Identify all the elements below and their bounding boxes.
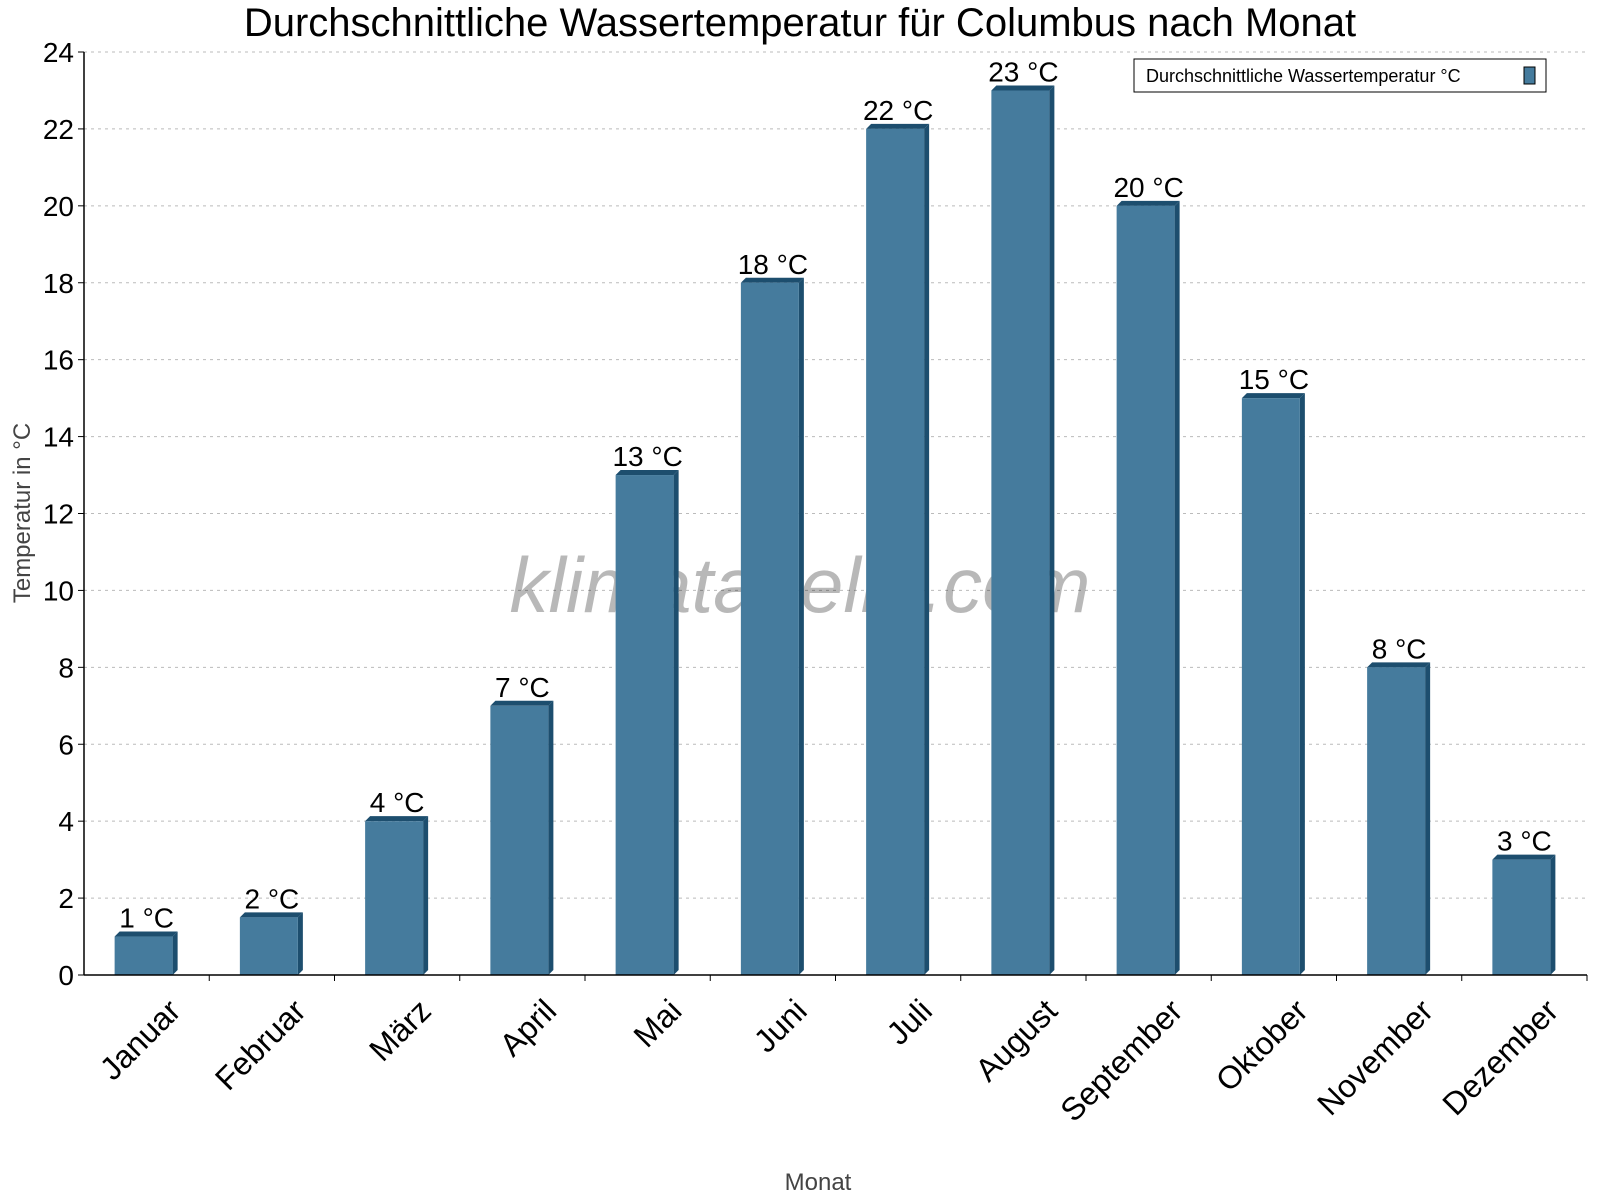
x-tick-label: November: [1310, 992, 1440, 1122]
data-label: 1 °C: [119, 903, 174, 934]
bar-front: [365, 821, 424, 975]
y-tick-label: 24: [43, 37, 74, 68]
bar-side: [172, 931, 178, 975]
bar: [239, 912, 303, 975]
x-tick-label: April: [492, 992, 563, 1063]
bar-side: [1174, 200, 1180, 976]
bar-top: [490, 700, 554, 706]
y-tick-label: 8: [58, 652, 74, 683]
bar: [740, 277, 804, 975]
x-tick-label: Juli: [880, 992, 939, 1051]
y-axis-label: Temperatur in °C: [9, 423, 36, 603]
data-label: 7 °C: [495, 672, 550, 703]
bar-front: [114, 936, 173, 975]
bar-top: [365, 816, 429, 822]
data-label: 2 °C: [244, 883, 299, 914]
x-tick-label: Oktober: [1209, 992, 1315, 1098]
bar: [1492, 854, 1556, 975]
data-label: 22 °C: [863, 95, 933, 126]
x-tick-label: September: [1053, 992, 1189, 1128]
y-tick-label: 6: [58, 729, 74, 760]
bar-top: [1241, 393, 1305, 399]
bar-front: [991, 90, 1050, 976]
gridlines: [84, 51, 1587, 899]
data-label: 15 °C: [1239, 364, 1309, 395]
bar-front: [740, 282, 799, 975]
bar-front: [490, 705, 549, 975]
chart-title: Durchschnittliche Wassertemperatur für C…: [244, 1, 1356, 45]
x-tick-label: Dezember: [1435, 992, 1565, 1122]
bar: [1241, 393, 1305, 975]
x-tick-label: August: [968, 992, 1064, 1088]
bar-top: [866, 123, 930, 129]
x-tick-label: Februar: [208, 992, 313, 1097]
data-label: 13 °C: [612, 441, 682, 472]
bar-side: [673, 470, 679, 975]
y-tick-label: 2: [58, 883, 74, 914]
y-tick-label: 20: [43, 191, 74, 222]
y-tick-label: 4: [58, 806, 74, 837]
x-tick-label: Juni: [747, 992, 814, 1059]
bar-side: [798, 277, 804, 975]
bar-side: [548, 700, 554, 975]
bar: [1367, 662, 1431, 975]
bar-front: [866, 128, 925, 975]
bar-side: [924, 123, 930, 975]
x-tick-label: Mai: [626, 992, 688, 1054]
data-label: 18 °C: [738, 249, 808, 280]
y-tick-label: 0: [58, 960, 74, 991]
bar-top: [114, 931, 178, 937]
bar-front: [1367, 667, 1426, 975]
bar-top: [1367, 662, 1431, 668]
data-label: 4 °C: [370, 787, 425, 818]
data-label: 23 °C: [988, 56, 1058, 87]
bar-top: [615, 470, 679, 476]
bar-top: [1116, 200, 1180, 206]
bar-side: [1425, 662, 1431, 975]
bar-top: [239, 912, 303, 918]
bar-front: [1241, 398, 1300, 975]
bar-front: [239, 917, 298, 975]
bar: [991, 85, 1055, 976]
bar: [490, 700, 554, 975]
x-tick-label: Januar: [93, 992, 188, 1087]
bar-front: [615, 475, 674, 975]
bar-top: [740, 277, 804, 283]
data-label: 8 °C: [1372, 633, 1427, 664]
bar: [114, 931, 178, 975]
y-tick-label: 18: [43, 268, 74, 299]
bar: [615, 470, 679, 975]
bar-front: [1116, 205, 1175, 976]
x-tick-label: März: [362, 992, 438, 1068]
bar-top: [1492, 854, 1556, 860]
y-tick-label: 22: [43, 114, 74, 145]
bar: [1116, 200, 1180, 976]
legend-swatch: [1523, 66, 1536, 85]
x-axis-label: Monat: [785, 1169, 852, 1196]
bar-side: [297, 912, 303, 975]
data-label: 20 °C: [1113, 172, 1183, 203]
bar-side: [1550, 854, 1556, 975]
bars: 1 °C 2 °C 4 °C 7 °C 13 °C 18 °C 22 °C 23 °C 20 °…: [114, 56, 1556, 976]
data-label: 3 °C: [1497, 826, 1552, 857]
y-tick-label: 10: [43, 575, 74, 606]
legend-label: Durchschnittliche Wassertemperatur °C: [1146, 66, 1461, 86]
y-tick-label: 12: [43, 499, 74, 530]
bar-front: [1492, 859, 1551, 975]
y-tick-label: 16: [43, 345, 74, 376]
bar-side: [1049, 85, 1055, 976]
legend: Durchschnittliche Wassertemperatur °C: [1133, 58, 1547, 93]
bar-side: [423, 816, 429, 975]
y-tick-label: 14: [43, 422, 74, 453]
bar: [365, 816, 429, 975]
bar-side: [1299, 393, 1305, 975]
bar-top: [991, 85, 1055, 91]
bar: [866, 123, 930, 975]
